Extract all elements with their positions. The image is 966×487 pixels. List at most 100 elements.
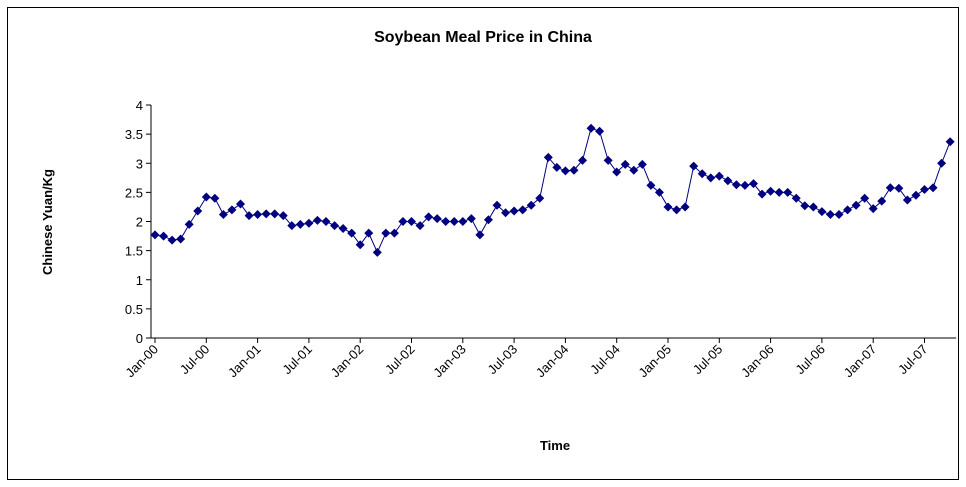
marker (535, 193, 545, 203)
marker (851, 200, 861, 210)
marker (885, 183, 895, 193)
marker (236, 199, 245, 209)
marker (663, 202, 673, 212)
marker (193, 206, 203, 216)
marker (706, 173, 716, 183)
marker (338, 223, 348, 233)
marker (569, 165, 579, 175)
y-axis-title: Chinese Yuan/Kg (40, 169, 55, 275)
marker (304, 218, 314, 228)
marker (595, 126, 605, 136)
marker (347, 228, 357, 238)
marker (407, 217, 416, 226)
marker (868, 204, 878, 214)
marker (800, 201, 810, 211)
marker (578, 155, 587, 165)
marker (355, 240, 365, 250)
marker (227, 205, 237, 215)
marker (928, 183, 938, 193)
marker (501, 208, 511, 218)
marker (612, 167, 622, 177)
marker (150, 230, 160, 240)
marker (894, 183, 904, 193)
marker (843, 205, 853, 215)
marker (424, 212, 434, 222)
marker (167, 235, 177, 245)
marker (287, 221, 297, 231)
marker (253, 210, 263, 220)
x-axis-title: Time (540, 438, 570, 453)
y-tick-label: 2.5 (125, 185, 143, 200)
y-tick-label: 3.5 (125, 127, 143, 142)
marker (860, 193, 870, 203)
chart-border (7, 7, 959, 480)
marker (757, 189, 767, 199)
marker (458, 217, 468, 226)
marker (449, 217, 459, 226)
marker (159, 231, 169, 241)
marker (646, 180, 656, 190)
marker (261, 209, 271, 219)
marker (791, 193, 801, 203)
chart-title: Soybean Meal Price in China (374, 29, 592, 46)
marker (766, 186, 776, 196)
y-tick-label: 1 (136, 273, 143, 288)
marker (920, 184, 929, 194)
marker (945, 137, 955, 147)
marker (817, 207, 827, 217)
marker (330, 221, 340, 231)
marker (560, 166, 570, 176)
marker (783, 187, 793, 197)
marker (543, 152, 553, 162)
y-tick-label: 0 (136, 331, 143, 346)
marker (270, 209, 280, 219)
marker (492, 200, 502, 210)
marker (483, 215, 493, 225)
marker (749, 179, 758, 189)
marker (441, 217, 451, 226)
marker (714, 171, 724, 181)
marker (740, 180, 750, 190)
marker (672, 205, 682, 215)
marker (654, 187, 664, 197)
marker (808, 202, 818, 212)
y-tick-label: 0.5 (125, 302, 143, 317)
marker (526, 200, 536, 210)
y-tick-label: 1.5 (125, 244, 143, 259)
marker (603, 155, 613, 165)
marker (825, 210, 835, 220)
marker (834, 210, 844, 220)
marker (176, 234, 186, 244)
marker (475, 230, 485, 240)
marker (620, 159, 630, 169)
marker (381, 228, 391, 238)
marker (201, 192, 211, 202)
marker (244, 211, 254, 221)
marker (877, 196, 887, 206)
marker (210, 193, 220, 203)
marker (509, 206, 519, 216)
marker (689, 161, 699, 171)
marker (321, 217, 331, 226)
marker (295, 219, 305, 229)
marker (415, 221, 425, 231)
marker (364, 228, 374, 238)
marker (911, 190, 921, 200)
marker (902, 195, 912, 205)
marker (278, 211, 288, 221)
y-tick-label: 2 (136, 215, 143, 230)
marker (731, 180, 741, 190)
y-tick-label: 4 (136, 98, 143, 113)
marker (372, 247, 382, 257)
marker (637, 159, 647, 169)
marker (629, 165, 639, 175)
marker (937, 158, 947, 168)
marker (312, 215, 322, 225)
marker (432, 214, 442, 224)
marker (552, 162, 562, 172)
marker (218, 210, 228, 220)
marker (518, 205, 528, 215)
line (154, 127, 951, 254)
